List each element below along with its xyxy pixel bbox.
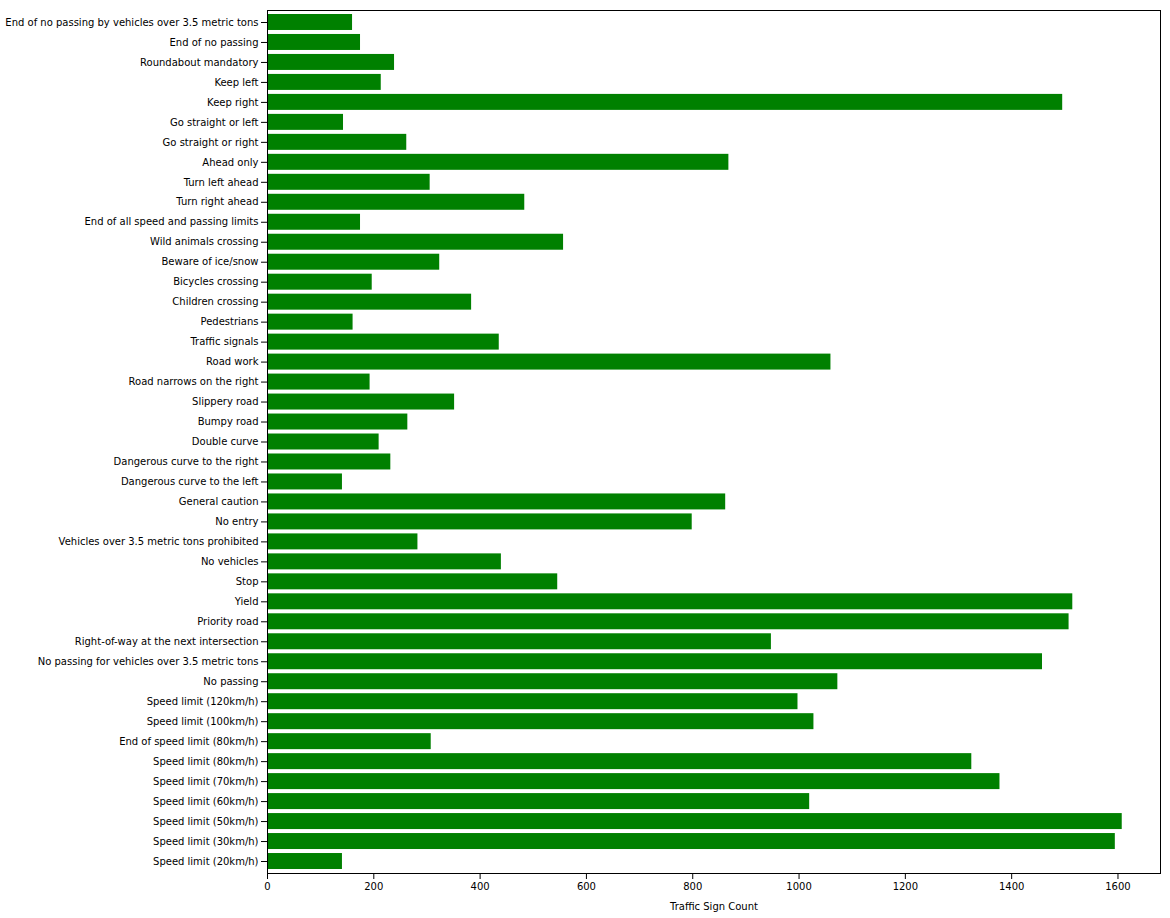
svg-text:Speed limit (70km/h): Speed limit (70km/h) bbox=[153, 776, 259, 787]
svg-text:800: 800 bbox=[683, 881, 702, 892]
svg-text:Turn left ahead: Turn left ahead bbox=[183, 177, 259, 188]
svg-text:Vehicles over 3.5 metric tons: Vehicles over 3.5 metric tons prohibited bbox=[59, 536, 259, 547]
svg-text:Wild animals crossing: Wild animals crossing bbox=[150, 236, 258, 247]
svg-text:Speed limit (60km/h): Speed limit (60km/h) bbox=[153, 796, 259, 807]
svg-text:No vehicles: No vehicles bbox=[201, 556, 259, 567]
svg-text:1400: 1400 bbox=[999, 881, 1024, 892]
svg-text:Speed limit (120km/h): Speed limit (120km/h) bbox=[147, 696, 259, 707]
svg-text:0: 0 bbox=[264, 881, 270, 892]
svg-text:Yield: Yield bbox=[234, 596, 259, 607]
svg-text:Right-of-way at the next inter: Right-of-way at the next intersection bbox=[75, 636, 259, 647]
svg-text:Traffic signals: Traffic signals bbox=[189, 336, 258, 347]
svg-text:Ahead only: Ahead only bbox=[202, 157, 258, 168]
svg-text:Speed limit (20km/h): Speed limit (20km/h) bbox=[153, 856, 259, 867]
svg-text:Go straight or right: Go straight or right bbox=[163, 137, 259, 148]
svg-text:Turn right ahead: Turn right ahead bbox=[175, 196, 258, 207]
svg-text:End of speed limit (80km/h): End of speed limit (80km/h) bbox=[119, 736, 258, 747]
svg-text:No passing: No passing bbox=[203, 676, 258, 687]
svg-text:1200: 1200 bbox=[893, 881, 918, 892]
svg-text:400: 400 bbox=[471, 881, 490, 892]
svg-text:Children crossing: Children crossing bbox=[172, 296, 258, 307]
svg-text:Pedestrians: Pedestrians bbox=[200, 316, 258, 327]
svg-text:Road work: Road work bbox=[206, 356, 259, 367]
svg-text:Roundabout mandatory: Roundabout mandatory bbox=[140, 57, 259, 68]
svg-text:End of no passing by vehicles: End of no passing by vehicles over 3.5 m… bbox=[5, 17, 258, 28]
svg-text:No passing for vehicles over 3: No passing for vehicles over 3.5 metric … bbox=[38, 656, 259, 667]
svg-text:Traffic Sign Count: Traffic Sign Count bbox=[669, 901, 758, 912]
svg-text:No entry: No entry bbox=[215, 516, 258, 527]
svg-text:Dangerous curve to the left: Dangerous curve to the left bbox=[121, 476, 259, 487]
svg-text:Speed limit (30km/h): Speed limit (30km/h) bbox=[153, 836, 259, 847]
svg-text:Priority road: Priority road bbox=[197, 616, 258, 627]
svg-text:Speed limit (80km/h): Speed limit (80km/h) bbox=[153, 756, 259, 767]
svg-text:Slippery road: Slippery road bbox=[192, 396, 258, 407]
svg-text:Double curve: Double curve bbox=[192, 436, 259, 447]
svg-text:600: 600 bbox=[577, 881, 596, 892]
svg-text:Road narrows on the right: Road narrows on the right bbox=[129, 376, 259, 387]
svg-text:200: 200 bbox=[364, 881, 383, 892]
svg-text:1000: 1000 bbox=[786, 881, 811, 892]
svg-text:Go straight or left: Go straight or left bbox=[170, 117, 259, 128]
svg-text:Stop: Stop bbox=[236, 576, 259, 587]
svg-text:Keep right: Keep right bbox=[207, 97, 258, 108]
svg-text:1600: 1600 bbox=[1105, 881, 1130, 892]
svg-text:End of all speed and passing l: End of all speed and passing limits bbox=[85, 216, 259, 227]
svg-text:Bicycles crossing: Bicycles crossing bbox=[173, 276, 258, 287]
svg-text:General caution: General caution bbox=[179, 496, 259, 507]
svg-text:Speed limit (100km/h): Speed limit (100km/h) bbox=[147, 716, 259, 727]
svg-text:Bumpy road: Bumpy road bbox=[198, 416, 259, 427]
svg-text:End of no passing: End of no passing bbox=[170, 37, 259, 48]
svg-text:Beware of ice/snow: Beware of ice/snow bbox=[161, 256, 258, 267]
svg-text:Dangerous curve to the right: Dangerous curve to the right bbox=[114, 456, 259, 467]
svg-text:Keep left: Keep left bbox=[214, 77, 258, 88]
svg-text:Speed limit (50km/h): Speed limit (50km/h) bbox=[153, 816, 259, 827]
